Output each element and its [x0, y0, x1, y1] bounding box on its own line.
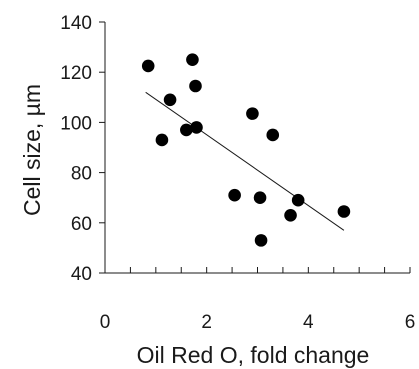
data-point — [180, 123, 193, 137]
data-point — [189, 79, 202, 93]
x-axis: 0 2 4 6 — [100, 267, 416, 333]
y-tick-label: 120 — [60, 63, 92, 84]
data-point — [254, 234, 268, 247]
x-tick-label: 4 — [303, 312, 314, 333]
y-tick-label: 60 — [71, 214, 92, 235]
y-tick-label: 80 — [71, 164, 92, 185]
data-point — [337, 205, 351, 218]
x-axis-title: Oil Red O, fold change — [137, 342, 370, 368]
y-tick-label: 100 — [60, 113, 92, 134]
y-axis-title: Cell size, µm — [19, 84, 45, 216]
data-point — [163, 93, 177, 107]
y-tick-label: 140 — [60, 13, 92, 34]
x-tick-label: 0 — [100, 312, 111, 333]
data-points — [141, 53, 351, 247]
y-axis: 40 60 80 100 120 140 — [60, 13, 106, 285]
data-point — [266, 128, 280, 142]
data-point — [228, 188, 241, 202]
y-tick-label: 40 — [71, 264, 92, 285]
x-tick-label: 6 — [405, 312, 416, 333]
x-tick-label: 2 — [201, 312, 212, 333]
data-point — [186, 53, 199, 66]
trendline — [145, 91, 345, 231]
data-point — [141, 59, 155, 73]
data-point — [284, 208, 297, 222]
data-point — [246, 107, 259, 120]
trendline-group — [145, 91, 345, 231]
data-point — [155, 133, 169, 147]
data-point — [291, 193, 305, 207]
data-point — [190, 121, 203, 134]
data-point — [253, 191, 267, 204]
